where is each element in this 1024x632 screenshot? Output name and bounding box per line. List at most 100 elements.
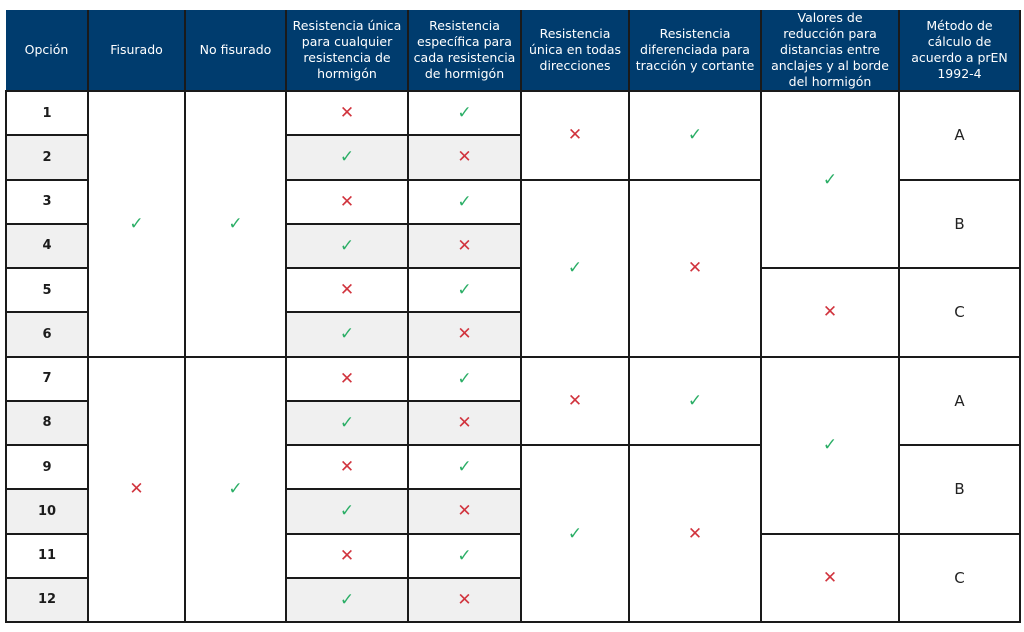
check-icon: ✓ — [339, 412, 355, 433]
especifica-cell: ✓ — [407, 355, 522, 402]
unica-cell: ✕ — [285, 355, 409, 402]
header-valores-reduccion: Valores de reducción para distancias ent… — [760, 10, 900, 92]
cross-icon: ✕ — [339, 457, 355, 478]
header-metodo-calculo: Método de cálculo de acuerdo a prEN 1992… — [898, 10, 1021, 92]
check-icon: ✓ — [687, 125, 703, 146]
cross-icon: ✕ — [129, 479, 144, 500]
cross-icon: ✕ — [687, 523, 703, 544]
check-icon: ✓ — [457, 457, 472, 478]
cross-icon: ✕ — [339, 280, 355, 301]
cross-icon: ✕ — [567, 125, 583, 146]
table-row: 7 ✕ ✓ ✕ ✓ ✕ ✓ ✓ A — [5, 355, 1021, 623]
table-row: 6 ✓ ✕ — [5, 311, 1020, 358]
check-icon: ✓ — [228, 479, 243, 500]
cross-icon: ✕ — [339, 191, 355, 212]
table-row: 2 ✓ ✕ — [5, 134, 1020, 181]
metodo-cell: A — [898, 90, 1021, 181]
header-resistencia-direcciones: Resistencia única en todas direcciones — [520, 10, 630, 92]
unica-cell: ✕ — [285, 443, 409, 491]
metodo-cell: A — [898, 355, 1021, 446]
unica-cell: ✓ — [285, 576, 409, 624]
fisurado-cell: ✕ — [87, 355, 186, 623]
check-icon: ✓ — [457, 368, 472, 389]
check-icon: ✓ — [339, 589, 355, 610]
unica-cell: ✓ — [285, 488, 409, 535]
reduccion-cell: ✕ — [760, 532, 900, 623]
option-number: 9 — [5, 443, 89, 491]
unica-cell: ✓ — [285, 311, 409, 358]
unica-cell: ✕ — [285, 178, 409, 225]
check-icon: ✓ — [228, 213, 243, 234]
diferenciada-cell: ✓ — [628, 355, 762, 446]
especifica-cell: ✓ — [407, 443, 522, 491]
table-row: 1 ✓ ✓ ✕ ✓ ✕ ✓ ✓ A — [5, 89, 1021, 358]
especifica-cell: ✓ — [407, 178, 522, 225]
header-resistencia-unica: Resistencia única para cualquier resiste… — [285, 10, 409, 92]
option-number: 3 — [5, 178, 89, 225]
check-icon: ✓ — [339, 501, 355, 522]
fisurado-cell: ✓ — [87, 90, 186, 358]
reduccion-cell: ✓ — [760, 355, 900, 535]
metodo-cell: C — [898, 532, 1021, 623]
check-icon: ✓ — [457, 103, 472, 124]
cross-icon: ✕ — [339, 545, 355, 566]
reduccion-cell: ✕ — [760, 267, 900, 358]
option-number: 5 — [5, 266, 89, 314]
especifica-cell: ✕ — [407, 311, 522, 358]
cross-icon: ✕ — [822, 302, 838, 323]
table-row: 8 ✓ ✕ — [5, 399, 1020, 447]
especifica-cell: ✓ — [407, 266, 522, 314]
reduccion-cell: ✓ — [760, 90, 900, 269]
especifica-cell: ✕ — [407, 222, 522, 270]
table-row: 5 ✕ ✓ ✕ C — [5, 266, 1021, 358]
option-number: 12 — [5, 576, 89, 624]
option-number: 1 — [5, 89, 89, 137]
diferenciada-cell: ✕ — [628, 444, 762, 623]
option-number: 7 — [5, 355, 89, 402]
header-opcion: Opción — [6, 10, 89, 92]
table-row: 12 ✓ ✕ — [5, 576, 1020, 624]
metodo-cell: C — [898, 267, 1021, 358]
check-icon: ✓ — [822, 435, 838, 455]
option-number: 4 — [5, 222, 89, 270]
check-icon: ✓ — [339, 235, 355, 256]
no-fisurado-cell: ✓ — [184, 355, 287, 623]
cross-icon: ✕ — [457, 235, 472, 256]
unica-cell: ✕ — [285, 266, 409, 314]
cross-icon: ✕ — [457, 147, 472, 168]
diferenciada-cell: ✓ — [628, 90, 762, 181]
check-icon: ✓ — [687, 390, 703, 411]
direcciones-cell: ✕ — [520, 90, 630, 181]
header-resistencia-especifica: Resistencia específica para cada resiste… — [407, 10, 522, 92]
cross-icon: ✕ — [339, 103, 355, 124]
cross-icon: ✕ — [457, 589, 472, 610]
anchor-options-table: Opción Fisurado No fisurado Resistencia … — [5, 10, 1021, 624]
header-fisurado: Fisurado — [87, 10, 186, 92]
cross-icon: ✕ — [457, 501, 472, 522]
direcciones-cell: ✓ — [520, 178, 630, 358]
especifica-cell: ✕ — [407, 134, 522, 181]
header-row: Opción Fisurado No fisurado Resistencia … — [6, 10, 1021, 92]
option-number: 2 — [5, 134, 89, 181]
table-row: 10 ✓ ✕ — [5, 488, 1020, 535]
table-row: 3 ✕ ✓ ✓ ✕ B — [5, 178, 1021, 358]
cross-icon: ✕ — [339, 368, 355, 389]
table-row: 11 ✕ ✓ ✕ C — [5, 532, 1021, 623]
diferenciada-cell: ✕ — [628, 178, 762, 358]
unica-cell: ✓ — [285, 222, 409, 270]
unica-cell: ✕ — [285, 532, 409, 579]
metodo-cell: B — [898, 444, 1021, 535]
cross-icon: ✕ — [457, 324, 472, 345]
option-number: 8 — [5, 399, 89, 447]
no-fisurado-cell: ✓ — [184, 90, 287, 358]
direcciones-cell: ✕ — [520, 355, 630, 446]
option-number: 11 — [5, 532, 89, 579]
cross-icon: ✕ — [457, 412, 472, 433]
cross-icon: ✕ — [567, 390, 583, 411]
option-number: 10 — [5, 488, 89, 535]
especifica-cell: ✕ — [407, 488, 522, 535]
option-number: 6 — [5, 311, 89, 358]
check-icon: ✓ — [339, 324, 355, 345]
unica-cell: ✕ — [285, 89, 409, 137]
check-icon: ✓ — [457, 280, 472, 301]
